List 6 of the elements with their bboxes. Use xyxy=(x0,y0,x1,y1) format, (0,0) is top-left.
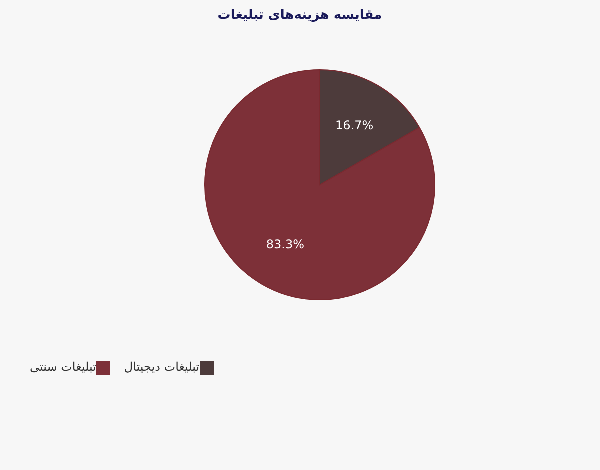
data-label: 83.3% xyxy=(266,238,304,252)
legend-label: تبلیغات سنتی xyxy=(30,360,96,374)
data-label: 16.7% xyxy=(336,118,374,132)
pie-slice xyxy=(204,70,436,300)
legend-label: تبلیغات دیجیتال xyxy=(124,360,200,374)
chart-title: مقایسه هزینه‌های تبلیغات xyxy=(216,8,384,23)
